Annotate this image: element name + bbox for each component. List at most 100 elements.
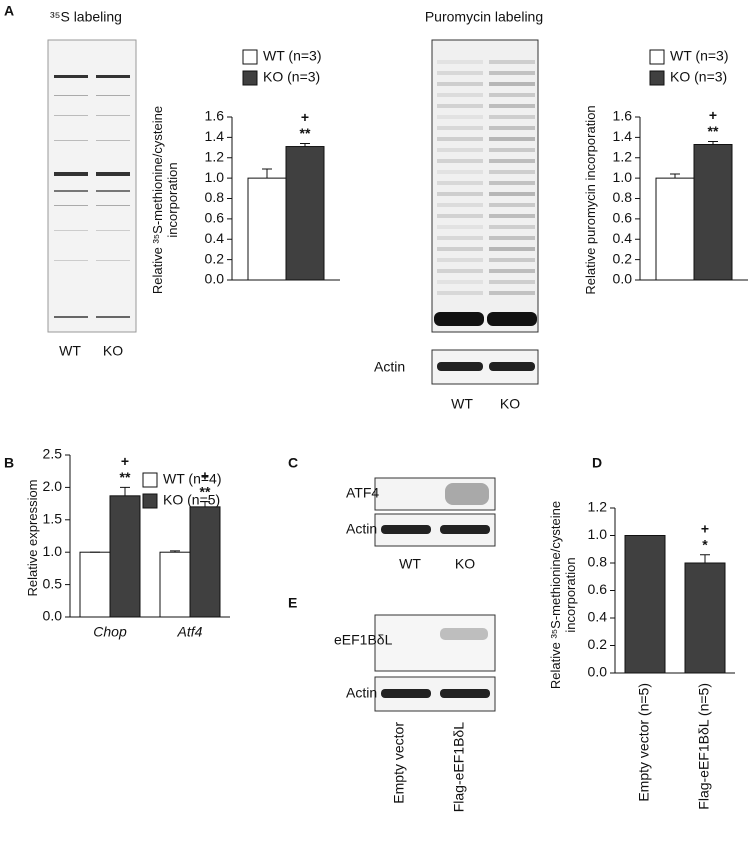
bar [247,177,287,281]
y-tick-label: 1.5 [43,511,63,527]
band [54,190,88,192]
significance-mark: ** [120,469,131,485]
band [437,258,483,262]
y-tick-label: 0.2 [588,636,608,652]
y-tick-label: 0.8 [205,189,225,205]
y-tick-label: 0.4 [613,230,633,246]
band [437,137,483,141]
band [440,628,488,640]
y-tick-label: 0.0 [205,271,225,287]
lane-label: Flag-eEF1BδL [451,722,467,812]
significance-mark: ** [300,125,311,141]
significance-mark: + [709,107,717,123]
legend-label: KO (n=3) [263,69,320,85]
y-tick-label: 0.4 [205,230,225,246]
y-tick-label: 0.2 [205,250,225,266]
band [489,159,535,163]
bar [159,551,191,618]
band [437,170,483,174]
band [437,71,483,75]
band [489,362,535,371]
y-tick-label: 0.2 [613,250,633,266]
lane-label: KO [103,343,123,359]
lane-label: WT [451,396,473,412]
band [489,280,535,284]
blot-row-label: ATF4 [346,485,379,501]
band [489,236,535,240]
band [54,140,88,141]
band [96,172,130,176]
band [489,126,535,130]
y-tick-label: 2.0 [43,478,63,494]
bar [109,495,141,618]
y-tick-label: 0.6 [613,210,633,226]
band [489,93,535,97]
panel-label: B [4,455,14,471]
band [437,82,483,86]
band [437,291,483,295]
band [96,115,130,116]
y-tick-label: 0.4 [588,609,608,625]
gel [47,39,137,333]
band [96,316,130,318]
y-axis-label: Relative ³⁵S-methionine/cysteine incorpo… [150,105,180,295]
y-tick-label: 0.0 [613,271,633,287]
band [437,159,483,163]
y-tick-label: 0.8 [613,189,633,205]
band [437,247,483,251]
error-bar [120,486,130,496]
band [437,115,483,119]
band [437,362,483,371]
band [54,75,88,78]
bar [693,144,733,281]
bar [285,146,325,281]
y-tick-label: 1.2 [588,499,608,515]
band [489,214,535,218]
y-tick-label: 0.0 [588,664,608,680]
band [489,137,535,141]
error-bar [200,501,210,507]
error-bar [670,173,680,179]
significance-mark: + [301,109,309,125]
y-tick-label: 1.0 [43,543,63,559]
legend-label: WT (n=3) [670,48,728,64]
band [381,689,431,698]
legend-label: WT (n=3) [263,48,321,64]
bar [189,506,221,618]
significance-mark: + [201,467,209,483]
band [54,95,88,96]
bar [684,562,726,674]
band [434,312,484,326]
legend-swatch [142,493,158,509]
band [96,230,130,231]
x-tick-label: Atf4 [177,624,203,640]
band [445,483,489,505]
panel-label: A [4,3,14,19]
error-bar [262,168,272,179]
y-tick-label: 1.6 [613,108,633,124]
y-tick-label: 0.0 [43,608,63,624]
band [489,170,535,174]
bar [624,535,666,674]
lane-label: WT [399,556,421,572]
blot [431,39,539,333]
error-bar [300,142,310,147]
legend-swatch [649,49,665,65]
band [96,205,130,206]
band [437,203,483,207]
band [489,71,535,75]
band [489,291,535,295]
error-bar [700,554,710,563]
blot-title: Puromycin labeling [425,9,543,25]
blot-bands [434,60,537,326]
band [487,312,537,326]
band [437,236,483,240]
significance-mark: + [701,520,709,536]
y-axis-label: Relative puromycin incorporation [583,105,598,295]
band [489,192,535,196]
y-tick-label: 0.5 [43,575,63,591]
blot-title: ³⁵S labeling [50,9,122,25]
band [381,525,431,534]
